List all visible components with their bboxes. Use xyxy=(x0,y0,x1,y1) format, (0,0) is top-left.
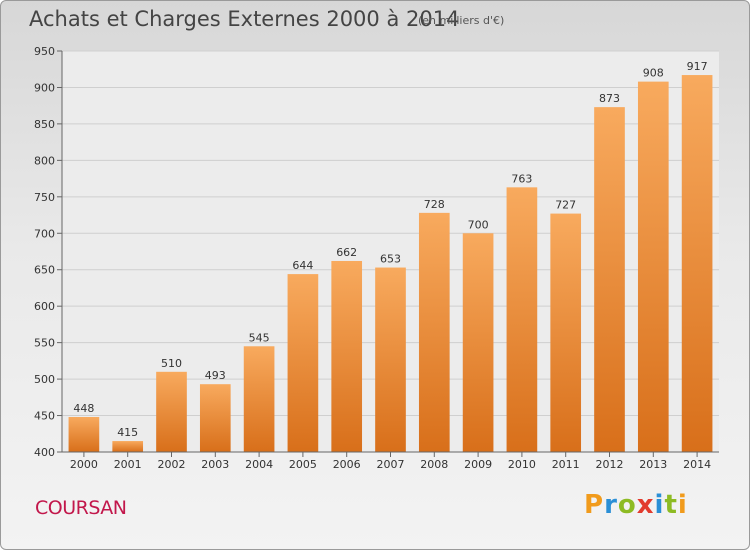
data-label: 415 xyxy=(117,426,138,439)
data-label: 644 xyxy=(292,259,313,272)
y-tick-label: 550 xyxy=(34,337,55,350)
chart-unit-label: (en milliers d'€) xyxy=(418,14,505,27)
data-label: 763 xyxy=(511,172,532,185)
y-tick-label: 800 xyxy=(34,154,55,167)
logo-letter: i xyxy=(654,490,665,520)
x-tick-label: 2014 xyxy=(683,458,711,471)
bar xyxy=(375,267,406,452)
x-tick-label: 2004 xyxy=(245,458,273,471)
bar xyxy=(112,441,144,452)
data-label: 493 xyxy=(205,369,226,382)
data-label: 727 xyxy=(555,199,576,212)
y-tick-label: 700 xyxy=(34,227,55,240)
x-tick-label: 2013 xyxy=(639,458,667,471)
data-label: 653 xyxy=(380,253,401,266)
x-tick-label: 2007 xyxy=(377,458,405,471)
logo-letter: P xyxy=(584,490,605,520)
y-tick-label: 900 xyxy=(34,81,55,94)
bar xyxy=(156,371,187,452)
x-tick-label: 2001 xyxy=(114,458,142,471)
y-tick-label: 400 xyxy=(34,446,55,459)
bar xyxy=(637,81,669,452)
x-tick-label: 2011 xyxy=(552,458,580,471)
data-label: 908 xyxy=(643,67,664,80)
y-tick-label: 600 xyxy=(34,300,55,313)
x-tick-label: 2008 xyxy=(420,458,448,471)
y-tick-label: 850 xyxy=(34,118,55,131)
bar xyxy=(287,274,319,452)
data-label: 728 xyxy=(424,198,445,211)
logo-letter: o xyxy=(617,490,637,520)
data-label: 510 xyxy=(161,357,182,370)
data-label: 448 xyxy=(73,402,94,415)
y-tick-label: 450 xyxy=(34,410,55,423)
bar xyxy=(462,233,494,452)
bar xyxy=(331,260,363,452)
x-tick-label: 2002 xyxy=(158,458,186,471)
bar xyxy=(68,417,100,452)
logo-letter: x xyxy=(636,490,655,520)
logo-letter: r xyxy=(604,490,618,520)
bar xyxy=(199,384,231,452)
proxiti-logo: Proxiti xyxy=(584,490,688,520)
x-tick-label: 2003 xyxy=(201,458,229,471)
logo-letter: i xyxy=(677,490,688,520)
x-tick-label: 2005 xyxy=(289,458,317,471)
bar xyxy=(550,213,582,452)
x-tick-label: 2000 xyxy=(70,458,98,471)
bar xyxy=(418,212,450,452)
y-tick-label: 950 xyxy=(34,45,55,58)
y-tick-label: 750 xyxy=(34,191,55,204)
y-tick-label: 650 xyxy=(34,264,55,277)
x-tick-label: 2012 xyxy=(596,458,624,471)
bar xyxy=(594,107,625,452)
data-label: 545 xyxy=(249,331,270,344)
logo-letter: t xyxy=(664,490,678,520)
data-label: 700 xyxy=(468,218,489,231)
x-tick-label: 2009 xyxy=(464,458,492,471)
bar xyxy=(243,346,275,452)
data-label: 917 xyxy=(687,60,708,73)
x-tick-label: 2010 xyxy=(508,458,536,471)
data-label: 873 xyxy=(599,92,620,105)
bar xyxy=(506,187,538,452)
y-tick-label: 500 xyxy=(34,373,55,386)
city-name: COURSAN xyxy=(35,497,127,519)
x-tick-label: 2006 xyxy=(333,458,361,471)
chart-title: Achats et Charges Externes 2000 à 2014 xyxy=(29,7,460,31)
data-label: 662 xyxy=(336,246,357,259)
bar xyxy=(681,75,713,452)
